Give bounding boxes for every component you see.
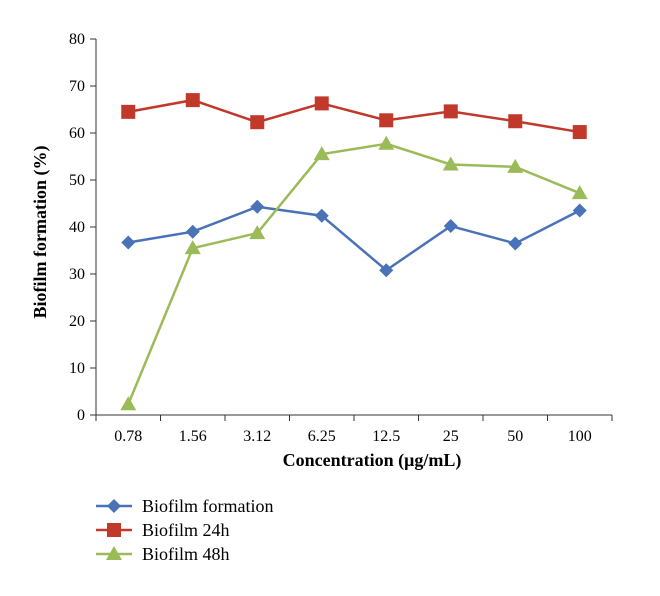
x-tick-label: 100 bbox=[568, 428, 592, 445]
data-point bbox=[121, 235, 136, 250]
series-1 bbox=[121, 199, 587, 278]
x-tick-label: 6.25 bbox=[308, 428, 336, 445]
data-point bbox=[572, 203, 587, 218]
x-tick-label: 3.12 bbox=[243, 428, 271, 445]
series-line bbox=[128, 205, 581, 272]
data-point bbox=[443, 219, 458, 234]
x-tick-label: 1.56 bbox=[179, 428, 207, 445]
data-point bbox=[121, 104, 136, 119]
y-tick-label: 40 bbox=[69, 219, 85, 236]
series-3 bbox=[120, 135, 588, 411]
data-point bbox=[507, 158, 524, 173]
legend-marker bbox=[106, 546, 122, 560]
data-point bbox=[314, 96, 329, 111]
data-point bbox=[379, 263, 394, 278]
series-2 bbox=[121, 93, 587, 140]
data-point bbox=[314, 208, 329, 223]
data-point bbox=[184, 240, 201, 255]
legend-label: Biofilm 24h bbox=[142, 520, 230, 540]
data-point bbox=[185, 224, 200, 239]
legend-label: Biofilm 48h bbox=[142, 544, 230, 564]
x-axis-title: Concentration (μg/mL) bbox=[283, 450, 462, 471]
legend-label: Biofilm formation bbox=[142, 496, 273, 516]
data-point bbox=[571, 185, 588, 200]
y-tick-label: 50 bbox=[69, 172, 85, 189]
data-point bbox=[378, 135, 395, 150]
x-tick-label: 12.5 bbox=[372, 428, 400, 445]
legend-marker bbox=[107, 499, 121, 513]
data-point bbox=[250, 199, 265, 214]
x-axis-ticks: 0.78 1.56 3.12 6.25 12.5 25 50 100 bbox=[95, 415, 613, 445]
data-point bbox=[508, 114, 523, 129]
x-tick-label: 0.78 bbox=[114, 428, 142, 445]
data-point bbox=[572, 125, 587, 140]
x-tick-label: 25 bbox=[443, 428, 459, 445]
legend-item: Biofilm formation bbox=[96, 496, 273, 516]
chart-series bbox=[120, 93, 588, 411]
legend-marker bbox=[107, 523, 121, 537]
y-tick-label: 10 bbox=[69, 360, 85, 377]
series-line bbox=[127, 142, 581, 405]
y-tick-label: 0 bbox=[77, 407, 85, 424]
data-point bbox=[442, 156, 459, 171]
data-point bbox=[379, 113, 394, 128]
y-tick-label: 20 bbox=[69, 313, 85, 330]
data-point bbox=[508, 236, 523, 251]
data-point bbox=[185, 93, 200, 108]
chart-axes bbox=[95, 39, 612, 416]
y-tick-label: 70 bbox=[69, 78, 85, 95]
legend-item: Biofilm 48h bbox=[96, 544, 230, 564]
data-point bbox=[443, 104, 458, 119]
y-tick-label: 60 bbox=[69, 125, 85, 142]
y-axis-title: Biofilm formation (%) bbox=[30, 146, 51, 319]
data-point bbox=[249, 225, 266, 240]
data-point bbox=[120, 396, 137, 411]
y-axis-ticks: 0 10 20 30 40 50 60 70 80 bbox=[69, 31, 96, 424]
series-line bbox=[128, 98, 580, 134]
data-point bbox=[313, 146, 330, 161]
chart-legend: Biofilm formation Biofilm 24h Biofilm 48h bbox=[96, 496, 273, 564]
y-tick-label: 30 bbox=[69, 266, 85, 283]
data-point bbox=[250, 115, 265, 130]
legend-item: Biofilm 24h bbox=[96, 520, 230, 540]
y-tick-label: 80 bbox=[69, 31, 85, 48]
x-tick-label: 50 bbox=[507, 428, 523, 445]
